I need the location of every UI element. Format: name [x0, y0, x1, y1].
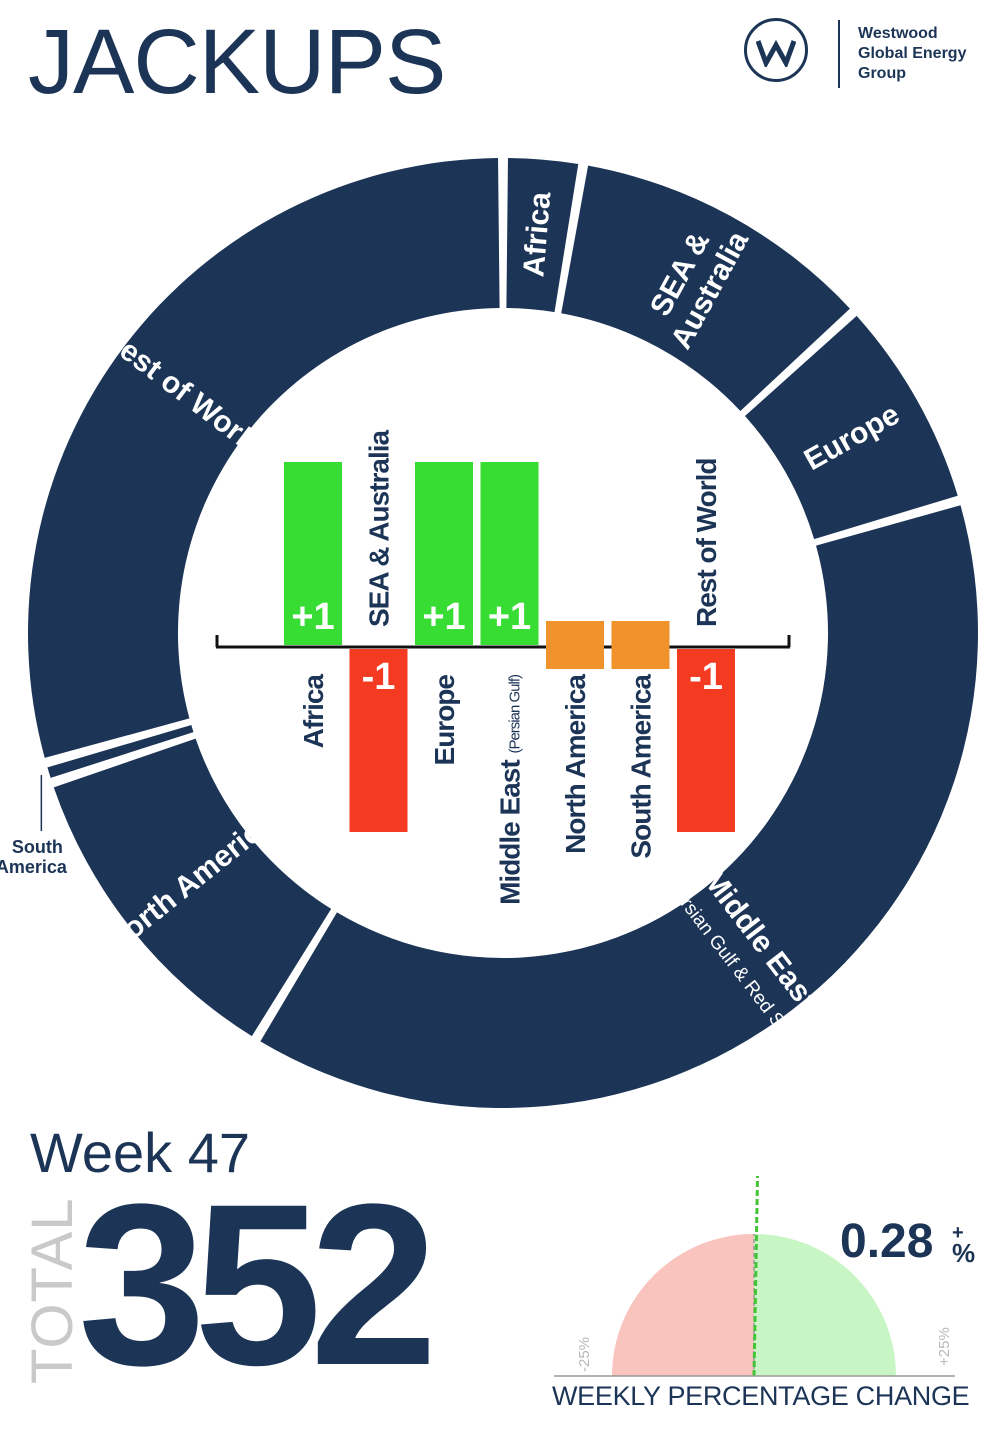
total-label: TOTAL	[20, 1197, 85, 1384]
bar-category-label: South America	[626, 674, 657, 859]
bar-category-label: SEA & Australia	[364, 429, 395, 627]
weekly-change-gauge	[554, 1176, 955, 1377]
donut-slice	[260, 505, 978, 1108]
donut-external-label: South	[12, 837, 63, 857]
bar-north-america	[546, 621, 604, 669]
page-title: JACKUPS	[28, 11, 446, 113]
brand-logo: Westwood Global Energy Group	[744, 18, 994, 98]
donut-slice-label: Africa	[517, 190, 557, 278]
bar-middle-east-persian-gulf-	[480, 462, 539, 645]
bar-africa	[284, 462, 342, 645]
bar-chart: +1 Africa -1 SEA & Australia +1 Europe +1 Middl…	[215, 429, 791, 905]
brand-name: Westwood Global Energy Group	[858, 25, 967, 82]
bar-category-label: Middle East (Persian Gulf)	[495, 674, 526, 905]
donut-slice	[744, 315, 958, 540]
gauge-positive-half	[754, 1234, 896, 1376]
bar-category-label: Europe	[429, 675, 460, 766]
logo-w-icon	[756, 39, 796, 67]
donut-slice	[561, 165, 850, 412]
bar-value-label: +1	[291, 596, 334, 638]
total-value: 352	[78, 1156, 438, 1413]
bar-category-label: Rest of World	[691, 459, 722, 627]
week-label: Week 47	[30, 1121, 250, 1184]
donut-slice	[506, 158, 579, 313]
weekly-change-label: WEEKLY PERCENTAGE CHANGE	[552, 1381, 970, 1411]
bar-value-label: +1	[488, 596, 531, 638]
bar-category-label: Africa	[298, 674, 329, 749]
bar-europe	[415, 462, 473, 645]
donut-slice	[53, 738, 332, 1037]
bar-value-label: -1	[362, 656, 396, 698]
logo-divider	[838, 20, 840, 88]
weekly-change-value: 0.28	[840, 1215, 934, 1268]
donut-slice	[47, 724, 194, 778]
gauge-min-label: -25%	[576, 1336, 593, 1372]
gauge-value-marker	[752, 1176, 760, 1377]
bar-south-america	[611, 621, 670, 669]
bar-sea-australia	[349, 649, 408, 832]
weekly-change-sign: + %	[952, 1222, 976, 1268]
gauge-negative-half	[612, 1234, 754, 1376]
gauge-max-label: +25%	[936, 1327, 953, 1366]
bar-value-label: +1	[422, 596, 465, 638]
bar-category-label: North America	[560, 674, 591, 854]
bar-rest-of-world	[677, 649, 735, 832]
donut-slice	[28, 158, 500, 758]
logo-circle-icon	[744, 18, 808, 82]
bar-value-label: -1	[689, 656, 723, 698]
donut-external-label: America	[0, 857, 68, 877]
